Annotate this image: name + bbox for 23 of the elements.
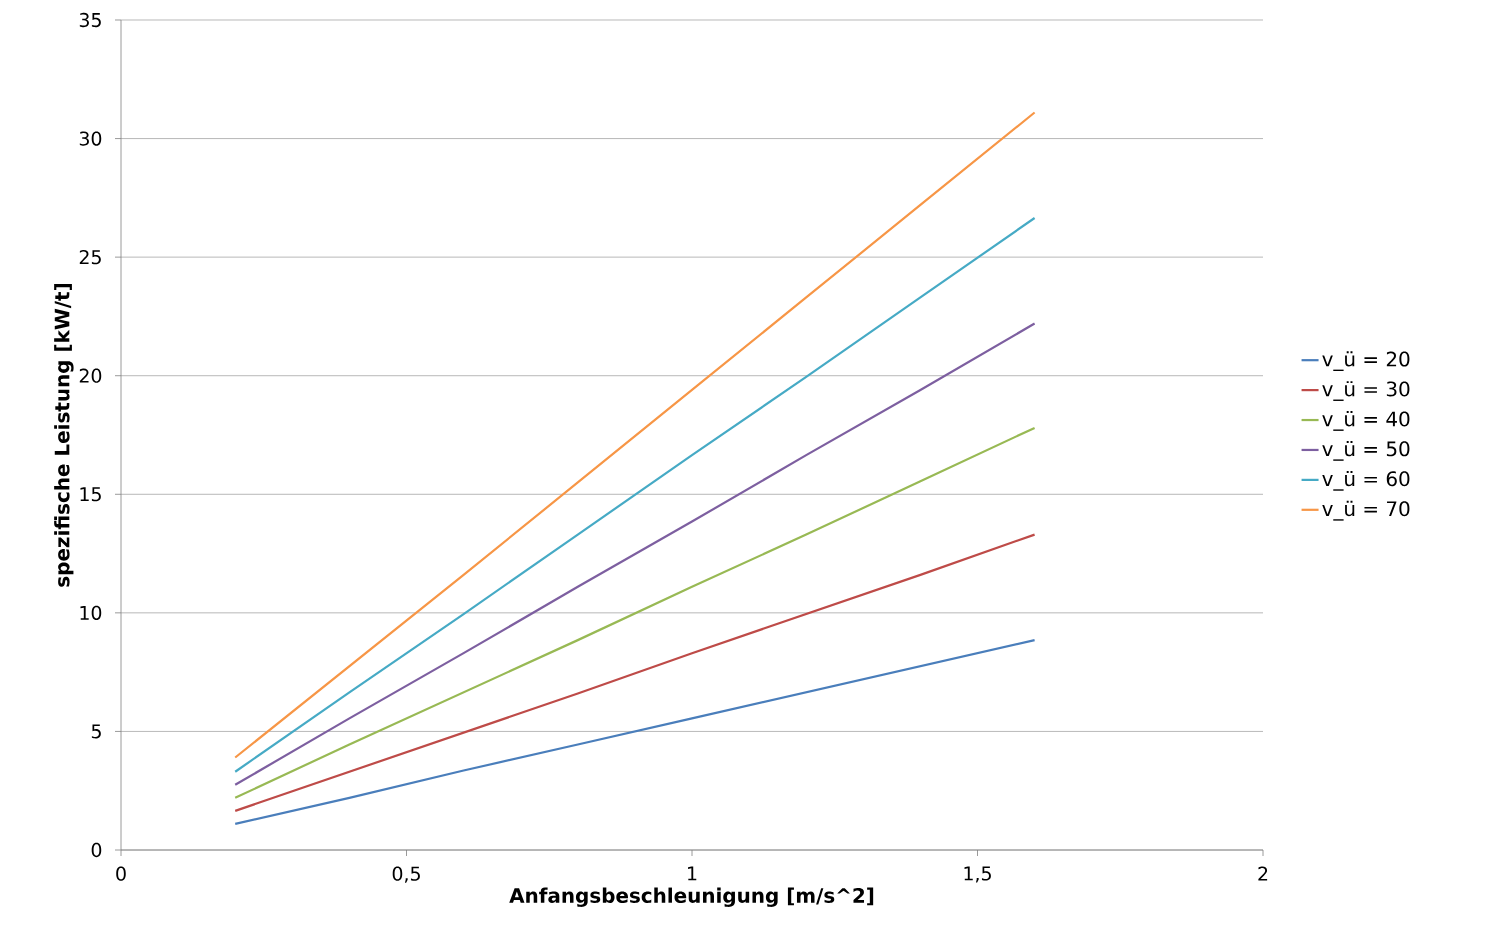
line-series	[234, 322, 1036, 786]
x-tick-label: 1,5	[964, 866, 991, 883]
legend-label: v_ü = 20	[1322, 351, 1410, 372]
x-tick-label: 1	[688, 866, 697, 881]
y-tick-label: 10	[80, 605, 102, 621]
x-tick-label: 0,5	[392, 866, 420, 883]
y-tick-label: 15	[80, 487, 101, 502]
legend-label: v_ü = 30	[1322, 381, 1410, 401]
x-tick-label: 0	[116, 866, 126, 881]
y-tick-label: 35	[79, 12, 101, 28]
y-tick-label: 5	[91, 724, 101, 739]
y-tick-label: 0	[91, 842, 102, 858]
y-tick-label: 20	[79, 368, 102, 383]
x-axis-title: Anfangsbeschleunigung [m/s^2]	[509, 887, 874, 908]
y-tick-label: 30	[79, 131, 102, 146]
x-tick-label: 2	[1258, 866, 1268, 881]
y-axis-title: spezifische Leistung [kW/t]	[54, 284, 74, 587]
y-tick-label: 25	[79, 249, 101, 265]
legend-label: v_ü = 70	[1322, 500, 1410, 521]
line-series	[234, 216, 1036, 773]
legend-label: v_ü = 40	[1322, 411, 1410, 431]
legend-label: v_ü = 60	[1322, 470, 1410, 491]
legend-label: v_ü = 50	[1322, 440, 1410, 461]
